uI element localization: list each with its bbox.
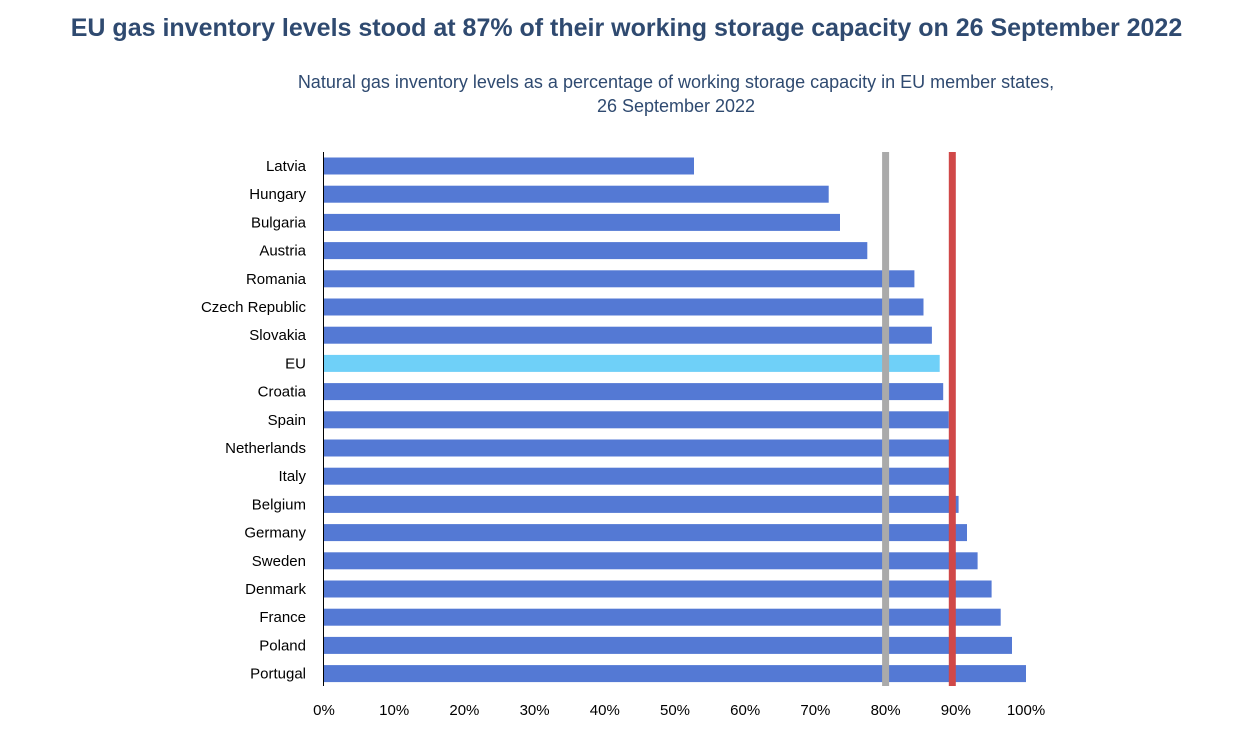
category-label-germany: Germany [244, 525, 306, 542]
category-label-bulgaria: Bulgaria [251, 214, 307, 231]
reference-line-2 [948, 152, 956, 686]
category-label-romania: Romania [246, 271, 307, 288]
bar-spain [324, 411, 949, 429]
x-tick-label-20: 20% [449, 702, 479, 719]
category-label-france: France [259, 609, 306, 626]
category-label-eu: EU [285, 355, 306, 372]
subtitle-line-1: Natural gas inventory levels as a percen… [297, 72, 1055, 92]
bar-czech-republic [324, 298, 924, 316]
x-tick-label-40: 40% [590, 702, 620, 719]
chart-title: EU gas inventory levels stood at 87% of … [70, 14, 1183, 42]
category-label-spain: Spain [268, 412, 306, 429]
x-tick-label-0: 0% [313, 702, 335, 719]
bar-croatia [324, 383, 944, 401]
category-label-czech-republic: Czech Republic [201, 299, 307, 316]
bar-austria [324, 242, 868, 260]
bar-denmark [324, 580, 992, 598]
bar-france [324, 608, 1001, 626]
reference-line-1 [882, 152, 890, 686]
category-label-hungary: Hungary [249, 186, 306, 203]
category-label-denmark: Denmark [245, 581, 306, 598]
category-label-netherlands: Netherlands [225, 440, 306, 457]
category-label-slovakia: Slovakia [249, 327, 306, 344]
x-tick-label-90: 90% [941, 702, 971, 719]
bar-netherlands [324, 439, 950, 457]
bar-slovakia [324, 326, 932, 344]
bar-poland [324, 636, 1012, 654]
bar-hungary [324, 185, 829, 203]
bar-romania [324, 270, 915, 288]
category-labels-group: Latvia Hungary Bulgaria Austria Romania Czech… [201, 158, 307, 683]
category-label-italy: Italy [278, 468, 306, 485]
category-label-sweden: Sweden [252, 553, 306, 570]
bar-portugal [324, 665, 1026, 683]
chart-subtitle: Natural gas inventory levels as a percen… [245, 70, 1107, 118]
bar-italy [324, 467, 951, 485]
x-tick-label-10: 10% [379, 702, 409, 719]
bar-sweden [324, 552, 978, 570]
x-tick-label-30: 30% [520, 702, 550, 719]
x-tick-label-80: 80% [871, 702, 901, 719]
reference-lines-group [882, 152, 956, 686]
bar-belgium [324, 495, 959, 513]
category-label-austria: Austria [259, 243, 306, 260]
bars-group [324, 157, 1026, 683]
x-tick-labels-group: 0% 10% 20% 30% 40% 50% 60% 70% 80% 90% 100% [313, 702, 1045, 719]
bar-eu [324, 354, 940, 372]
category-label-poland: Poland [259, 637, 306, 654]
subtitle-line-2: 26 September 2022 [596, 96, 756, 116]
x-tick-label-100: 100% [1007, 702, 1045, 719]
category-label-croatia: Croatia [258, 384, 307, 401]
x-tick-label-60: 60% [730, 702, 760, 719]
category-label-belgium: Belgium [252, 496, 306, 513]
category-label-latvia: Latvia [266, 158, 307, 175]
x-tick-label-50: 50% [660, 702, 690, 719]
bar-latvia [324, 157, 694, 175]
bar-bulgaria [324, 213, 840, 231]
bar-germany [324, 524, 967, 542]
category-label-portugal: Portugal [250, 666, 306, 683]
x-tick-label-70: 70% [800, 702, 830, 719]
